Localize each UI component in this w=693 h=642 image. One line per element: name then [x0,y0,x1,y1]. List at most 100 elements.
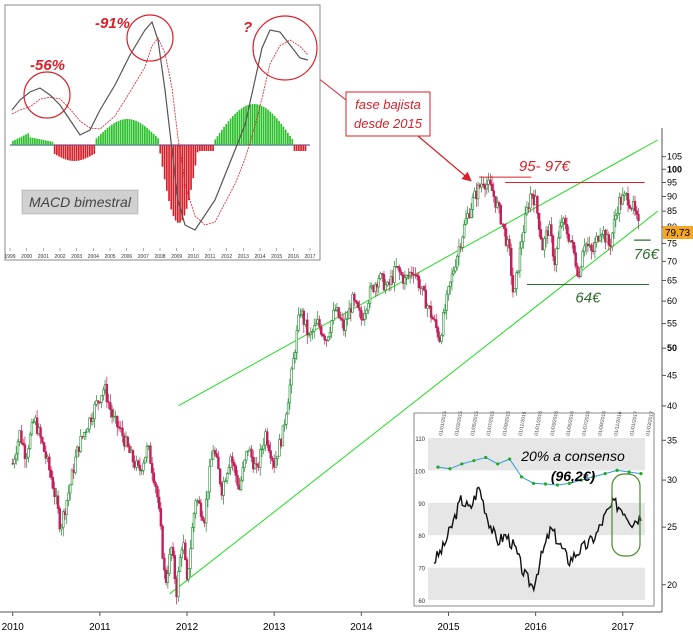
candle-body [262,444,265,450]
consensus-y-tick-label: 80 [418,534,425,540]
candle-body [194,500,197,514]
consensus-band [428,438,645,471]
candle-body [302,310,306,325]
candle-body [344,318,347,331]
consensus-y-tick-label: 70 [418,567,425,573]
candle-body [339,317,342,320]
candle-body [35,417,39,434]
candle-body [511,275,515,293]
macd-bar-negative [177,145,179,223]
candle-body [236,475,239,486]
y-tick-label: 60 [667,296,677,306]
candle-body [100,395,103,403]
macd-bar-positive [240,108,243,145]
macd-bar-positive [25,134,27,145]
consensus-x-tick-label: 01/05/2016 [565,410,575,436]
macd-bar-positive [38,139,41,145]
candle-body [88,417,91,430]
consensus-x-tick-label: 01/01/2017 [629,410,639,436]
candle-body [16,441,20,455]
y-tick-label: 105 [667,152,682,162]
macd-bar-negative [194,145,197,166]
candle-body [295,330,299,353]
macd-bar-negative [196,145,199,153]
macd-bar-positive [36,138,38,145]
candle-body [445,293,448,311]
candle-body [96,400,100,403]
macd-bar-positive [34,138,36,145]
candle-body [154,482,157,487]
candle-body [504,228,508,246]
candle-body [260,448,264,451]
macd-annotation-3: ? [243,19,252,36]
macd-bar-negative [183,145,186,216]
candle-body [180,549,183,559]
macd-bar-negative [201,145,203,151]
channel-line-upper [178,139,658,407]
candle-body [328,332,332,338]
macd-bar-positive [227,121,230,145]
candle-body [168,554,171,574]
macd-bar-positive [97,136,100,145]
macd-bar-positive [95,138,98,145]
candle-body [307,334,311,336]
macd-bar-positive [51,141,54,145]
macd-title-box [21,189,139,215]
consensus-target-point [496,462,500,466]
macd-bar-negative [78,145,80,161]
y-tick-label: 85 [667,206,677,216]
candle-body [614,214,618,221]
candle-body [149,445,152,464]
candle-body [354,300,358,303]
macd-bar-positive [273,115,276,145]
candle-body [191,527,194,549]
consensus-x-tick-label: 01/03/2015 [454,410,464,436]
candle-body [464,218,468,225]
candle-body [358,307,361,311]
candle-body [121,427,124,437]
macd-bar-negative [205,145,208,151]
candle-body [600,234,604,237]
candle-body [102,389,105,396]
candle-body [490,183,494,191]
candle-body [25,456,28,460]
candle-body [27,448,30,458]
candle-body [361,319,365,321]
candle-body [20,430,23,444]
macd-bar-negative [82,145,85,160]
candle-body [187,568,190,580]
candle-body [530,193,534,196]
candle-body [171,547,175,556]
macd-bar-positive [251,104,254,145]
macd-bar-positive [282,126,285,145]
x-tick-label: 2010 [2,622,25,633]
macd-bar-positive [265,108,267,145]
macd-x-tick-label: 2017 [304,254,315,260]
candle-body [161,525,164,559]
candle-body [314,323,318,327]
price-candles [11,172,640,605]
candle-body [516,270,520,273]
macd-x-tick-label: 2000 [21,254,32,260]
candle-body [367,302,370,311]
candle-body [224,480,227,483]
macd-bar-positive [111,124,113,145]
candle-body [67,492,70,501]
candle-body [543,238,546,251]
macd-bar-positive [20,136,23,145]
consensus-band [428,567,645,600]
candle-body [396,265,400,268]
candle-body [232,462,236,467]
candle-body [278,439,281,457]
macd-bar-positive [49,141,52,145]
macd-signal-line [11,37,309,226]
macd-bar-positive [42,139,45,145]
consensus-target-point [472,459,476,463]
candle-body [551,235,555,257]
candle-body [363,313,367,320]
consensus-x-tick-label: 01/07/2016 [581,410,591,436]
candle-body [558,225,562,239]
x-tick-label: 2015 [437,622,460,633]
macd-bar-negative [185,145,188,209]
macd-bar-negative [188,145,190,201]
